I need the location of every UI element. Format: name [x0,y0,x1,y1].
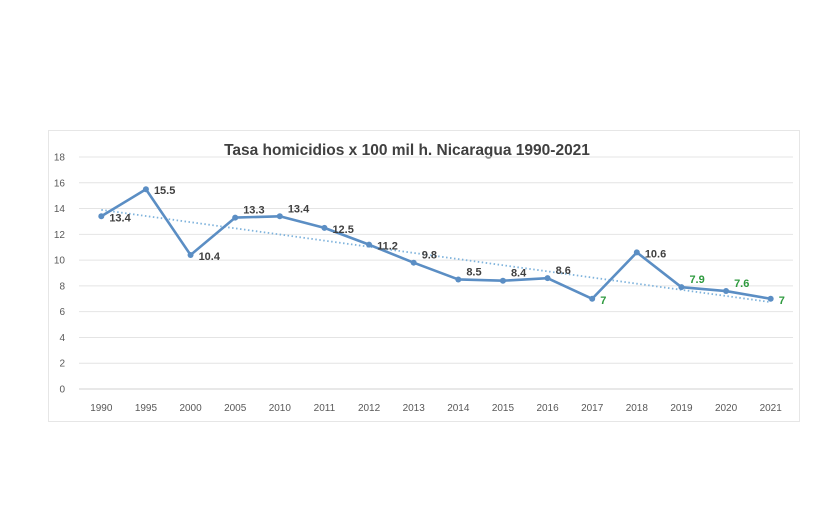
data-point [455,276,462,283]
x-tick-label: 1990 [90,403,113,414]
data-label: 7 [600,295,606,307]
x-tick-label: 2015 [492,403,515,414]
chart-title: Tasa homicidios x 100 mil h. Nicaragua 1… [224,142,590,159]
x-tick-label: 2014 [447,403,470,414]
data-label: 8.4 [511,268,527,280]
data-point [276,213,283,220]
data-point [142,186,149,193]
x-tick-label: 2012 [358,403,381,414]
data-point [98,213,105,220]
x-tick-label: 2000 [179,403,202,414]
y-tick-label: 4 [59,333,65,344]
data-label: 12.5 [332,224,353,236]
y-tick-label: 14 [54,204,66,215]
data-point [767,295,774,302]
x-tick-label: 2017 [581,403,604,414]
y-tick-label: 2 [59,359,65,370]
data-label: 7.9 [689,274,704,286]
data-point [187,251,194,258]
series-line [100,187,771,301]
data-label: 9.8 [422,250,437,262]
y-tick-label: 0 [59,385,65,396]
x-tick-label: 2005 [224,403,247,414]
data-label: 8.6 [556,265,571,277]
x-tick-label: 2010 [269,403,292,414]
data-label: 13.3 [243,205,264,217]
x-tick-label: 2020 [715,403,738,414]
y-tick-label: 10 [54,256,66,267]
x-tick-label: 1995 [135,403,158,414]
data-point [678,284,685,291]
data-point [366,241,373,248]
trendline [101,208,771,304]
data-point [633,249,640,256]
data-label: 7 [779,295,785,307]
data-label: 8.5 [466,266,481,278]
x-tick-label: 2016 [536,403,559,414]
x-tick-label: 2013 [403,403,426,414]
data-label: 7.6 [734,278,749,290]
y-tick-label: 8 [59,281,65,292]
data-point [410,259,417,266]
y-tick-label: 18 [54,153,66,164]
data-point [544,275,551,282]
data-point [321,224,328,231]
data-label: 13.4 [109,212,131,224]
data-point [499,277,506,284]
data-label: 15.5 [154,185,175,197]
data-point [232,214,239,221]
data-label: 11.2 [377,241,398,253]
y-tick-label: 6 [59,307,65,318]
line-chart: Tasa homicidios x 100 mil h. Nicaragua 1… [54,142,793,414]
data-point [723,288,730,295]
data-label: 13.4 [288,203,310,215]
chart-frame: Tasa homicidios x 100 mil h. Nicaragua 1… [48,130,800,422]
x-tick-label: 2019 [670,403,693,414]
y-tick-label: 16 [54,178,66,189]
y-tick-label: 12 [54,230,66,241]
x-tick-label: 2011 [314,403,336,414]
x-tick-label: 2021 [760,403,783,414]
x-tick-label: 2018 [626,403,649,414]
data-label: 10.6 [645,248,666,260]
data-point [589,295,596,302]
data-label: 10.4 [199,251,221,263]
